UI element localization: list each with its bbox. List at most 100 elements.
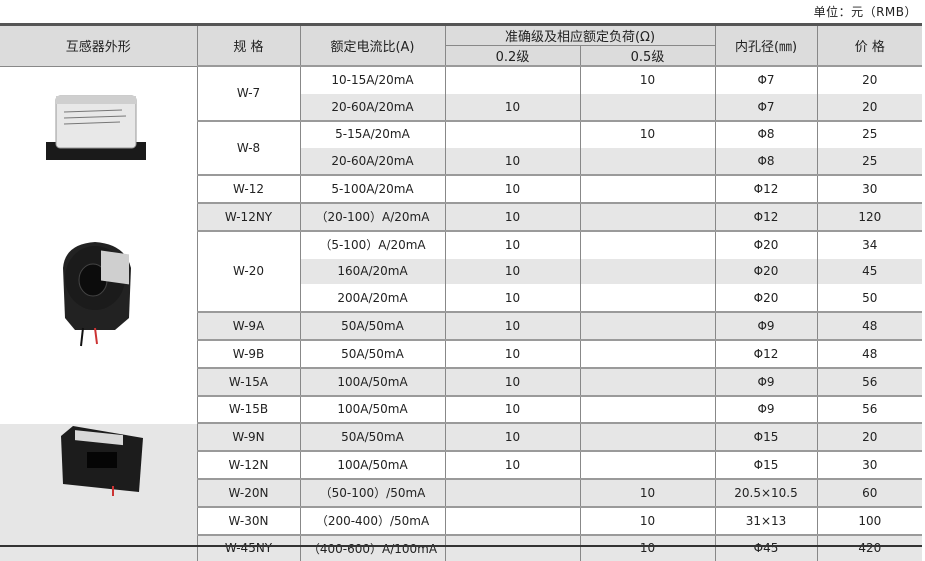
price-cell: 20 [816,64,923,94]
hole-cell: Φ7 [714,92,818,121]
price-cell: 30 [816,174,923,203]
a02-cell [444,64,580,94]
model-cell: W-20N [196,477,300,507]
a05-cell [579,450,716,479]
a02-cell [444,533,580,561]
hole-cell: Φ45 [714,533,818,561]
ratio-cell: （5-100）A/20mA [299,229,445,259]
product-image-cell [0,422,197,561]
header-acc-05: 0.5级 [579,45,716,67]
price-cell: 20 [816,422,923,452]
a05-cell [579,229,716,259]
hole-cell: Φ15 [714,422,818,452]
table-row: W-30N （200-400）/50mA 10 31×13 100 [0,505,923,535]
model-cell: W-9A [196,311,300,340]
hole-cell: Φ9 [714,394,818,424]
ratio-cell: 5-100A/20mA [299,174,445,203]
price-cell: 20 [816,92,923,121]
table-row: W-15B 100A/50mA 10 Φ9 56 [0,394,923,424]
model-cell: W-12N [196,450,300,479]
a02-cell [444,477,580,507]
table-row: W-12 5-100A/20mA 10 Φ12 30 [0,174,923,203]
ratio-cell: 20-60A/20mA [299,147,445,176]
table-row: W-9N 50A/50mA 10 Φ15 20 [0,422,923,561]
hole-cell: Φ8 [714,147,818,176]
a02-cell: 10 [444,257,580,285]
header-accuracy: 准确级及相应额定负荷(Ω) [444,26,716,46]
model-cell: W-7 [196,65,300,121]
price-cell: 56 [816,366,923,396]
hole-cell: Φ15 [714,450,818,479]
a02-cell: 10 [444,174,580,203]
table-row: W-15A 100A/50mA 10 Φ9 56 [0,366,923,396]
ratio-cell: （20-100）A/20mA [299,201,445,231]
a05-cell [579,394,716,424]
header-hole: 内孔径(㎜) [714,26,818,67]
ratio-cell: （50-100）/50mA [299,477,445,507]
product-photo-w7-image [46,95,146,160]
ratio-cell: 200A/20mA [299,284,445,313]
price-cell: 60 [816,477,923,507]
table-row: 200A/20mA 10 Φ20 50 [0,284,923,313]
a05-cell [579,147,716,176]
ratio-cell: 20-60A/20mA [299,92,445,121]
hole-cell: Φ20 [714,229,818,259]
table-top-rule [0,23,922,26]
header-acc-02: 0.2级 [444,45,580,67]
table-row: W-20 （5-100）A/20mA 10 Φ20 34 [0,229,923,424]
price-cell: 420 [816,533,923,561]
hole-cell: Φ12 [714,201,818,231]
a05-cell [579,422,716,452]
header-shape: 互感器外形 [0,26,197,67]
a02-cell: 10 [444,92,580,121]
table-row: 20-60A/20mA 10 Φ7 20 [0,92,923,121]
a05-cell: 10 [579,505,716,535]
ratio-cell: 100A/50mA [299,450,445,479]
header-price: 价 格 [816,26,923,67]
model-cell: W-12 [196,174,300,203]
unit-label: 单位：元（RMB） [813,5,917,19]
a05-cell [579,92,716,121]
a05-cell [579,201,716,231]
table-bottom-rule [0,545,922,547]
price-cell: 50 [816,284,923,313]
ratio-cell: （200-400）/50mA [299,505,445,535]
a02-cell: 10 [444,450,580,479]
table-row: W-20N （50-100）/50mA 10 20.5×10.5 60 [0,477,923,507]
product-photo-w20-image [63,242,131,347]
a05-cell: 10 [579,119,716,148]
hole-cell: Φ8 [714,119,818,148]
ratio-cell: 50A/50mA [299,311,445,340]
a05-cell [579,257,716,285]
model-cell: W-15B [196,394,300,424]
price-cell: 48 [816,311,923,340]
a05-cell [579,338,716,368]
a05-cell: 10 [579,533,716,561]
hole-cell: 31×13 [714,505,818,535]
hole-cell: Φ7 [714,64,818,94]
a02-cell: 10 [444,422,580,452]
a02-cell: 10 [444,394,580,424]
ratio-cell: 100A/50mA [299,366,445,396]
a05-cell: 10 [579,477,716,507]
a02-cell: 10 [444,284,580,313]
a02-cell: 10 [444,201,580,231]
hole-cell: Φ12 [714,338,818,368]
hole-cell: Φ9 [714,311,818,340]
table-row: W-9B 50A/50mA 10 Φ12 48 [0,338,923,368]
price-cell: 30 [816,450,923,479]
model-cell: W-8 [196,119,300,176]
table-row: 160A/20mA 10 Φ20 45 [0,257,923,285]
table-row: W-12N 100A/50mA 10 Φ15 30 [0,450,923,479]
ratio-cell: 50A/50mA [299,338,445,368]
table-row: 20-60A/20mA 10 Φ8 25 [0,147,923,176]
a02-cell: 10 [444,147,580,176]
a05-cell [579,311,716,340]
price-cell: 45 [816,257,923,285]
hole-cell: 20.5×10.5 [714,477,818,507]
a02-cell: 10 [444,229,580,259]
table-row: W-9A 50A/50mA 10 Φ9 48 [0,311,923,340]
price-cell: 34 [816,229,923,259]
hole-cell: Φ12 [714,174,818,203]
hole-cell: Φ9 [714,366,818,396]
